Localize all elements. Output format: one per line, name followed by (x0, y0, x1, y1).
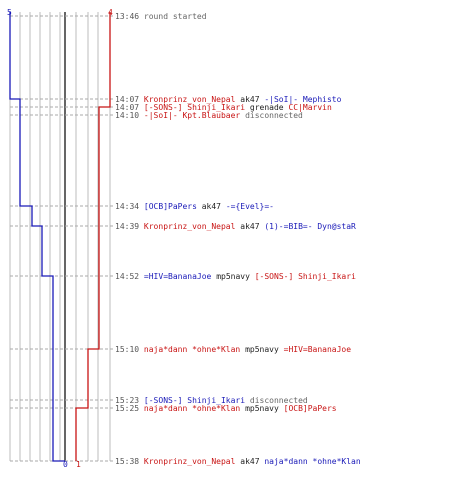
event-actor: =HIV=BananaJoe (143, 272, 212, 281)
red-start-count: 4 (108, 8, 113, 17)
event-time: 14:39 (115, 222, 140, 231)
event-time: 14:34 (115, 202, 140, 211)
event-time: 15:23 (115, 396, 140, 405)
event-weapon: mp5navy (216, 272, 250, 281)
blue-end-count: 0 (63, 460, 68, 469)
event-target: =HIV=BananaJoe (283, 345, 352, 354)
event-weapon: mp5navy (245, 345, 279, 354)
event-weapon: grenade (249, 103, 284, 112)
event-actor: [-SONS-] Shinji_Ikari (143, 103, 246, 112)
event-row: 14:10 -|SoI|- Kpt.Blaubaer disconnected (115, 111, 308, 120)
blue-start-count: 5 (7, 8, 12, 17)
event-target: (1)-=BIB=- Dyn@staR (264, 222, 356, 231)
event-time: 15:10 (115, 345, 140, 354)
event-note: disconnected (245, 111, 303, 120)
event-target: CC|Marvin (288, 103, 332, 112)
event-time: 15:38 (115, 457, 140, 466)
event-actor: [OCB]PaPers (143, 202, 197, 211)
event-actor: naja*dann *ohne*Klan (143, 345, 241, 354)
event-row: 15:23 [-SONS-] Shinji_Ikari disconnected (115, 396, 313, 405)
event-actor: Kronprinz_von_Nepal (143, 95, 236, 104)
event-note: round started (143, 12, 207, 21)
event-actor: Kronprinz_von_Nepal (143, 222, 236, 231)
red-team-line (75, 12, 111, 461)
event-row: 14:07 [-SONS-] Shinji_Ikari grenade CC|M… (115, 103, 337, 112)
event-actor: -|SoI|- Kpt.Blaubaer (143, 111, 241, 120)
event-time: 13:46 (115, 12, 140, 21)
event-time: 14:10 (115, 111, 140, 120)
event-time: 14:52 (115, 272, 140, 281)
event-time: 15:25 (115, 404, 140, 413)
event-row: 15:25 naja*dann *ohne*Klan mp5navy [OCB]… (115, 404, 341, 413)
event-weapon: ak47 (240, 222, 260, 231)
event-weapon: ak47 (240, 95, 260, 104)
blue-team-line (9, 12, 65, 462)
event-time: 14:07 (115, 95, 140, 104)
event-row: 14:07 Kronprinz_von_Nepal ak47 -|SoI|- M… (115, 95, 346, 104)
event-note: disconnected (249, 396, 308, 405)
event-weapon: ak47 (240, 457, 260, 466)
event-actor: [-SONS-] Shinji_Ikari (143, 396, 246, 405)
event-time: 14:07 (115, 103, 140, 112)
event-row: 14:39 Kronprinz_von_Nepal ak47 (1)-=BIB=… (115, 222, 361, 231)
event-target: [OCB]PaPers (283, 404, 337, 413)
event-row: 15:10 naja*dann *ohne*Klan mp5navy =HIV=… (115, 345, 356, 354)
red-end-count: 1 (76, 460, 81, 469)
event-weapon: mp5navy (245, 404, 279, 413)
event-actor: Kronprinz_von_Nepal (143, 457, 236, 466)
event-target: naja*dann *ohne*Klan (264, 457, 361, 466)
event-row: 15:38 Kronprinz_von_Nepal ak47 naja*dann… (115, 457, 366, 466)
event-row: 14:52 =HIV=BananaJoe mp5navy [-SONS-] Sh… (115, 272, 361, 281)
event-row: 13:46 round started (115, 12, 211, 21)
event-target: -|SoI|- Mephisto (264, 95, 342, 104)
event-actor: naja*dann *ohne*Klan (143, 404, 241, 413)
event-target: [-SONS-] Shinji_Ikari (254, 272, 356, 281)
event-target: -={Evel}=- (225, 202, 274, 211)
event-row: 14:34 [OCB]PaPers ak47 -={Evel}=- (115, 202, 279, 211)
event-weapon: ak47 (201, 202, 221, 211)
